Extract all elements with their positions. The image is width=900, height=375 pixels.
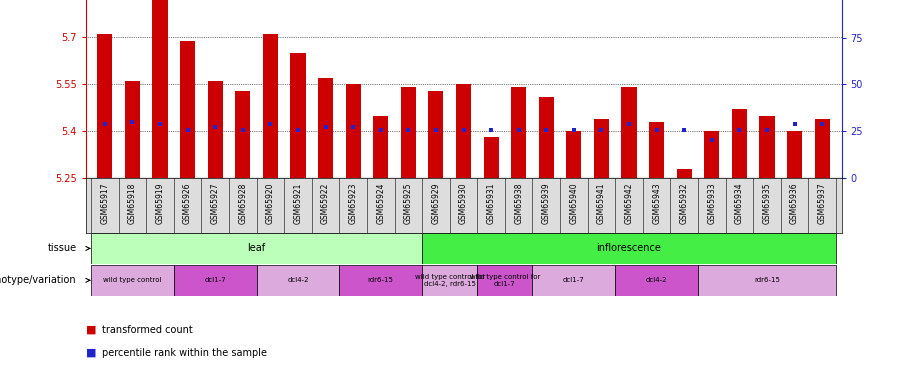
Text: GSM65923: GSM65923 [348, 183, 357, 224]
Bar [400, 87, 416, 178]
Bar [477, 265, 533, 296]
Text: transformed count: transformed count [102, 325, 193, 335]
Bar [152, 0, 167, 178]
Text: GSM65919: GSM65919 [156, 183, 165, 224]
Text: wild type control for
dcl1-7: wild type control for dcl1-7 [470, 274, 540, 287]
Text: GSM65938: GSM65938 [514, 183, 523, 224]
Text: GSM65926: GSM65926 [183, 183, 192, 224]
Bar [566, 131, 581, 178]
Text: GSM65925: GSM65925 [404, 183, 413, 224]
Text: GSM65918: GSM65918 [128, 183, 137, 224]
Bar [677, 169, 692, 178]
Text: GSM65924: GSM65924 [376, 183, 385, 224]
Text: dcl1-7: dcl1-7 [204, 278, 226, 284]
Text: GSM65931: GSM65931 [487, 183, 496, 224]
Text: wild type control for
dcl4-2, rdr6-15: wild type control for dcl4-2, rdr6-15 [415, 274, 485, 287]
Text: rdr6-15: rdr6-15 [368, 278, 393, 284]
Bar [318, 78, 333, 178]
Text: GSM65940: GSM65940 [570, 183, 579, 224]
Bar [594, 119, 609, 178]
Bar [422, 233, 836, 264]
Text: genotype/variation: genotype/variation [0, 275, 76, 285]
Text: GSM65935: GSM65935 [762, 183, 771, 224]
Text: GSM65921: GSM65921 [293, 183, 302, 224]
Text: GSM65937: GSM65937 [818, 183, 827, 224]
Text: leaf: leaf [248, 243, 266, 254]
Bar [339, 265, 422, 296]
Text: dcl4-2: dcl4-2 [287, 278, 309, 284]
Text: GSM65934: GSM65934 [735, 183, 744, 224]
Text: GSM65939: GSM65939 [542, 183, 551, 224]
Text: GSM65932: GSM65932 [680, 183, 688, 224]
Text: tissue: tissue [48, 243, 76, 254]
Bar [787, 131, 802, 178]
Text: inflorescence: inflorescence [597, 243, 662, 254]
Bar [428, 91, 444, 178]
Bar [622, 87, 636, 178]
Text: GSM65941: GSM65941 [597, 183, 606, 224]
Text: GSM65928: GSM65928 [238, 183, 248, 224]
Text: GSM65943: GSM65943 [652, 183, 662, 224]
Text: GSM65920: GSM65920 [266, 183, 274, 224]
Bar [704, 131, 719, 178]
Bar [174, 265, 256, 296]
Text: percentile rank within the sample: percentile rank within the sample [102, 348, 266, 357]
Bar [732, 110, 747, 178]
Bar [91, 233, 422, 264]
Text: dcl1-7: dcl1-7 [563, 278, 585, 284]
Bar [760, 116, 775, 178]
Bar [235, 91, 250, 178]
Bar [91, 265, 174, 296]
Bar [483, 138, 499, 178]
Bar [346, 84, 361, 178]
Bar [533, 265, 616, 296]
Bar [814, 119, 830, 178]
Text: GSM65922: GSM65922 [321, 183, 330, 224]
Bar [180, 40, 195, 178]
Text: GSM65936: GSM65936 [790, 183, 799, 224]
Text: GSM65929: GSM65929 [431, 183, 440, 224]
Bar [374, 116, 388, 178]
Text: GSM65917: GSM65917 [100, 183, 109, 224]
Bar [263, 34, 278, 178]
Text: ■: ■ [86, 325, 96, 335]
Bar [97, 34, 112, 178]
Bar [456, 84, 471, 178]
Text: dcl4-2: dcl4-2 [646, 278, 668, 284]
Bar [291, 53, 305, 178]
Text: ■: ■ [86, 348, 96, 357]
Bar [422, 265, 477, 296]
Bar [539, 97, 554, 178]
Bar [256, 265, 339, 296]
Bar [698, 265, 836, 296]
Bar [511, 87, 526, 178]
Bar [616, 265, 698, 296]
Bar [649, 122, 664, 178]
Text: GSM65933: GSM65933 [707, 183, 716, 224]
Text: GSM65927: GSM65927 [211, 183, 220, 224]
Bar [208, 81, 223, 178]
Bar [125, 81, 140, 178]
Text: GSM65930: GSM65930 [459, 183, 468, 224]
Text: wild type control: wild type control [104, 278, 162, 284]
Text: rdr6-15: rdr6-15 [754, 278, 780, 284]
Text: GSM65942: GSM65942 [625, 183, 634, 224]
